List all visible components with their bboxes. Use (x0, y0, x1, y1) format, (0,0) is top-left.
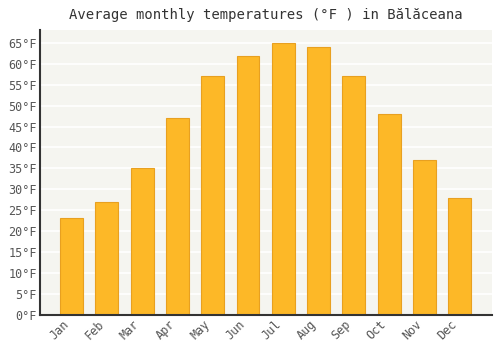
Bar (307, 47, 330, 315)
Title: Average monthly temperatures (°F ) in Bălăceana: Average monthly temperatures (°F ) in Bă… (69, 8, 462, 22)
Bar (378, 114, 400, 315)
Bar (96, 202, 118, 315)
Bar (166, 118, 189, 315)
Bar (272, 43, 294, 315)
Bar (130, 168, 154, 315)
Bar (236, 56, 260, 315)
Bar (342, 76, 365, 315)
Bar (448, 198, 471, 315)
Bar (60, 218, 83, 315)
Bar (413, 160, 436, 315)
Bar (202, 76, 224, 315)
